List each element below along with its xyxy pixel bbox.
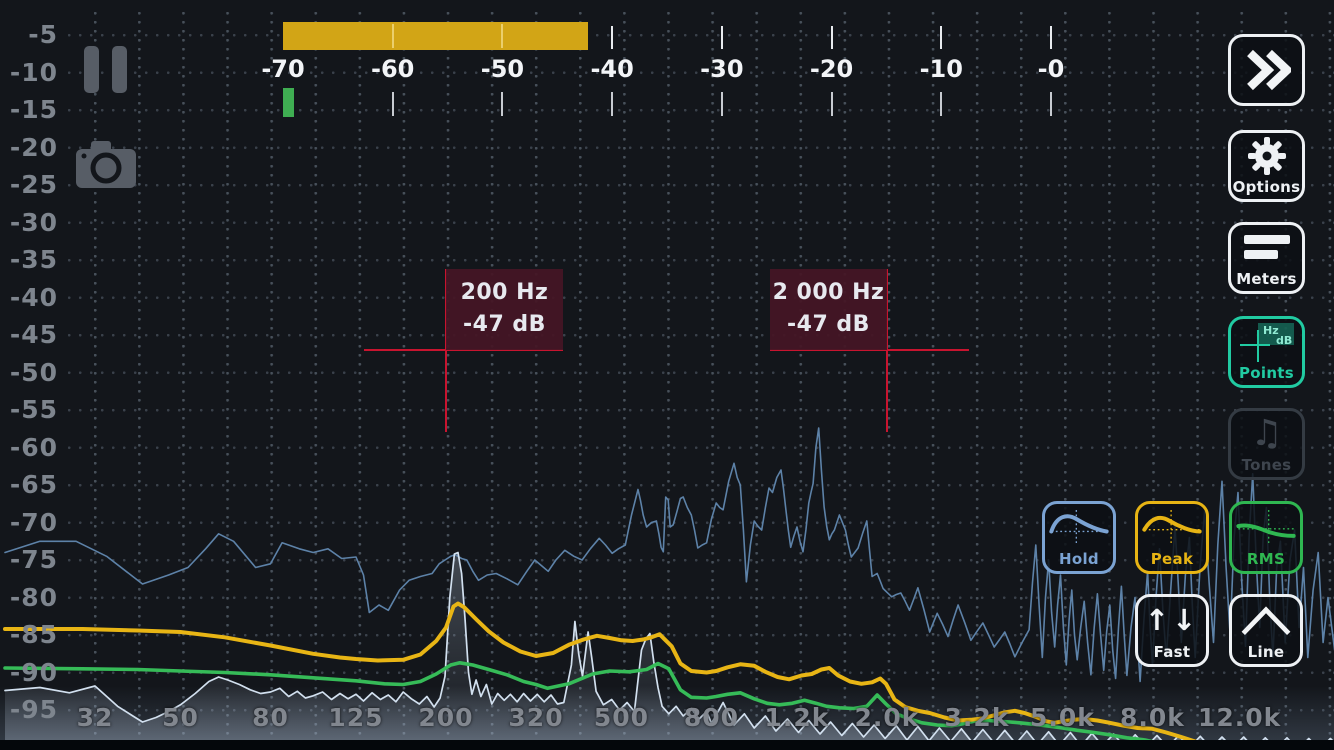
x-axis-label: 3.2k [944, 703, 1010, 732]
points-icon-db-text: dB [1276, 334, 1292, 347]
options-button[interactable]: Options [1228, 130, 1305, 202]
marker-readout-box[interactable]: 2 000 Hz -47 dB [769, 269, 887, 350]
x-axis-label: 50 [162, 703, 199, 732]
dotted-grid [64, 10, 1334, 740]
peak-curve-icon [1138, 504, 1206, 550]
x-axis-label: 8.0k [1120, 703, 1185, 732]
y-axis-label: -50 [9, 357, 58, 387]
marker-crosshair-hline[interactable] [363, 349, 563, 351]
x-axis-label: 200 [418, 703, 474, 732]
tones-label: Tones [1241, 456, 1292, 474]
pause-button[interactable] [84, 46, 128, 93]
y-axis-label: -85 [9, 620, 58, 649]
peak-trace-button[interactable]: Peak [1135, 501, 1209, 574]
y-axis-label: -20 [9, 132, 58, 162]
marker-level-text: -47 dB [463, 312, 546, 337]
y-axis-label: -90 [9, 657, 58, 687]
rms-curve-icon [1232, 504, 1300, 550]
live-spectrum-fill [5, 552, 1334, 750]
y-axis-label: -60 [9, 432, 58, 462]
y-axis-label: -15 [9, 95, 58, 124]
hold-label: Hold [1059, 550, 1099, 568]
meters-button[interactable]: Meters [1228, 222, 1305, 294]
tones-button-disabled[interactable]: ♫ Tones [1228, 408, 1305, 480]
line-style-button[interactable]: Line [1229, 594, 1303, 667]
x-axis-label: 125 [328, 703, 384, 732]
options-label: Options [1232, 178, 1301, 196]
y-axis-label: -25 [9, 170, 58, 199]
rms-trace-button[interactable]: RMS [1229, 501, 1303, 574]
marker-freq-text: 200 Hz [460, 280, 549, 305]
hold-spectrum-curve [4, 427, 1334, 683]
hold-trace-button[interactable]: Hold [1042, 501, 1116, 574]
meters-label: Meters [1236, 270, 1297, 288]
y-axis-label: -95 [9, 695, 58, 724]
hold-curve-icon [1045, 504, 1113, 550]
x-axis-label: 80 [252, 703, 289, 732]
double-chevron-right-icon [1231, 37, 1302, 103]
marker-level-text: -47 dB [787, 312, 870, 337]
y-axis-label: -70 [9, 507, 58, 537]
peak-spectrum-curve [3, 601, 1232, 750]
points-crosshair-icon: Hz dB [1231, 319, 1302, 364]
up-down-arrows-icon: ↑↓ [1144, 603, 1200, 637]
points-icon-hz-text: Hz [1263, 324, 1279, 337]
y-axis-label: -80 [9, 582, 58, 612]
meter-bars-icon [1231, 225, 1302, 270]
camera-icon [76, 141, 136, 188]
x-axis-label: 32 [76, 703, 114, 732]
pause-bar-icon [84, 46, 99, 93]
marker-readout-box[interactable]: 200 Hz -47 dB [445, 269, 563, 350]
y-axis-label: -45 [9, 320, 58, 349]
rms-spectrum-curve [3, 661, 1206, 750]
y-axis-label: -5 [28, 20, 58, 49]
y-axis-label: -30 [9, 207, 58, 237]
x-axis-label: 12.0k [1197, 703, 1282, 732]
marker-crosshair-hline[interactable] [769, 349, 969, 351]
music-note-icon: ♫ [1250, 412, 1283, 454]
fast-speed-button[interactable]: ↑↓ Fast [1135, 594, 1209, 667]
points-button[interactable]: Hz dB Points [1228, 316, 1305, 388]
pause-bar-icon [112, 46, 127, 93]
expand-panel-button[interactable] [1228, 34, 1305, 106]
x-axis-label: 800 [683, 703, 740, 732]
y-axis-label: -35 [9, 245, 58, 274]
bottom-strip [0, 740, 1334, 750]
x-axis-label: 1.2k [764, 703, 830, 732]
y-axis-label: -40 [9, 282, 58, 312]
x-axis-label: 5.0k [1030, 703, 1095, 732]
y-axis-label: -75 [9, 545, 58, 574]
fast-label: Fast [1153, 643, 1191, 661]
line-peak-icon [1232, 597, 1300, 643]
screenshot-camera-button[interactable] [75, 140, 137, 190]
x-axis-label: 2.0k [854, 703, 920, 732]
rms-label: RMS [1246, 550, 1286, 568]
live-spectrum-curve [4, 551, 1334, 750]
y-axis-label: -55 [9, 395, 58, 424]
x-axis-label: 320 [508, 703, 564, 732]
gear-icon [1231, 133, 1302, 178]
y-axis-label: -10 [9, 57, 58, 87]
x-axis-label: 500 [593, 703, 650, 732]
peak-label: Peak [1150, 550, 1194, 568]
points-label: Points [1238, 364, 1295, 382]
line-label: Line [1247, 643, 1285, 661]
marker-freq-text: 2 000 Hz [772, 280, 885, 305]
y-axis-label: -65 [9, 470, 58, 499]
